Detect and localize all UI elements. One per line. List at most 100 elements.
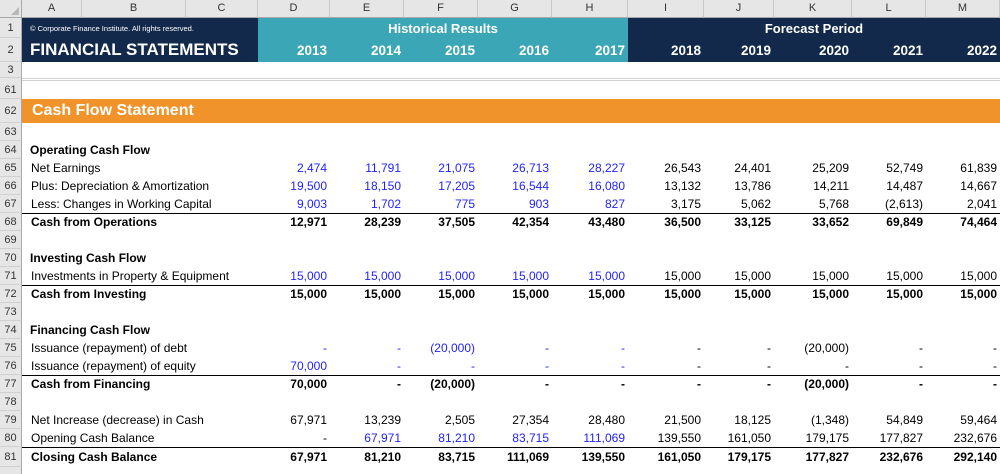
net-earnings-2022[interactable]: 61,839 xyxy=(960,161,997,175)
row-header-82[interactable] xyxy=(0,467,22,474)
column-header-a[interactable]: A xyxy=(22,0,82,18)
closing-cash-balance-2014[interactable]: 81,210 xyxy=(364,450,401,464)
equity-issuance-2013[interactable]: 70,000 xyxy=(290,359,327,373)
column-header-h[interactable]: H xyxy=(552,0,628,18)
row-header-75[interactable]: 75 xyxy=(0,339,22,357)
opening-cash-balance-2021[interactable]: 177,827 xyxy=(879,431,923,445)
row-header-2[interactable]: 2 xyxy=(0,38,22,62)
cash-from-operations-2022[interactable]: 74,464 xyxy=(960,215,997,229)
cash-from-operations-2020[interactable]: 33,652 xyxy=(812,215,849,229)
cash-from-financing-2013[interactable]: 70,000 xyxy=(290,377,327,391)
closing-cash-balance-2016[interactable]: 111,069 xyxy=(506,450,549,464)
column-header-g[interactable]: G xyxy=(478,0,552,18)
column-header-l[interactable]: L xyxy=(852,0,926,18)
row-header-66[interactable]: 66 xyxy=(0,177,22,195)
investments-ppe-2016[interactable]: 15,000 xyxy=(512,269,549,283)
row-header-1[interactable]: 1 xyxy=(0,18,22,38)
row-header-71[interactable]: 71 xyxy=(0,267,22,285)
equity-issuance-2017[interactable]: - xyxy=(621,359,625,373)
net-earnings-2017[interactable]: 28,227 xyxy=(588,161,625,175)
equity-issuance-2022[interactable]: - xyxy=(993,359,997,373)
net-increase-cash-2018[interactable]: 21,500 xyxy=(664,413,701,427)
net-earnings-2021[interactable]: 52,749 xyxy=(886,161,923,175)
equity-issuance-2021[interactable]: - xyxy=(919,359,923,373)
net-increase-cash-2019[interactable]: 18,125 xyxy=(734,413,771,427)
equity-issuance-2015[interactable]: - xyxy=(471,359,475,373)
row-header-3[interactable]: 3 xyxy=(0,62,22,78)
cash-from-investing-2022[interactable]: 15,000 xyxy=(960,287,997,301)
depreciation-amortization-2019[interactable]: 13,786 xyxy=(734,179,771,193)
equity-issuance-2018[interactable]: - xyxy=(697,359,701,373)
investments-ppe-2015[interactable]: 15,000 xyxy=(438,269,475,283)
depreciation-amortization-2017[interactable]: 16,080 xyxy=(588,179,625,193)
cash-from-financing-2020[interactable]: (20,000) xyxy=(804,377,849,391)
debt-issuance-2022[interactable]: - xyxy=(993,341,997,355)
opening-cash-balance-2017[interactable]: 111,069 xyxy=(583,431,625,445)
changes-working-capital-2020[interactable]: 5,768 xyxy=(818,197,849,211)
investments-ppe-2013[interactable]: 15,000 xyxy=(290,269,327,283)
debt-issuance-2019[interactable]: - xyxy=(767,341,771,355)
cash-from-operations-2014[interactable]: 28,239 xyxy=(364,215,401,229)
cash-from-investing-2013[interactable]: 15,000 xyxy=(290,287,327,301)
row-header-67[interactable]: 67 xyxy=(0,195,22,213)
depreciation-amortization-2016[interactable]: 16,544 xyxy=(512,179,549,193)
cash-from-financing-2019[interactable]: - xyxy=(767,377,771,391)
closing-cash-balance-2020[interactable]: 177,827 xyxy=(805,450,849,464)
cash-from-operations-2013[interactable]: 12,971 xyxy=(290,215,327,229)
equity-issuance-2020[interactable]: - xyxy=(845,359,849,373)
changes-working-capital-2021[interactable]: (2,613) xyxy=(884,197,923,211)
net-earnings-2019[interactable]: 24,401 xyxy=(734,161,771,175)
net-increase-cash-2022[interactable]: 59,464 xyxy=(960,413,997,427)
net-increase-cash-2021[interactable]: 54,849 xyxy=(886,413,923,427)
net-earnings-2018[interactable]: 26,543 xyxy=(664,161,701,175)
depreciation-amortization-2018[interactable]: 13,132 xyxy=(664,179,701,193)
closing-cash-balance-2017[interactable]: 139,550 xyxy=(581,450,625,464)
column-header-b[interactable]: B xyxy=(82,0,186,18)
cash-from-financing-2018[interactable]: - xyxy=(697,377,701,391)
changes-working-capital-2017[interactable]: 827 xyxy=(604,197,625,211)
row-header-80[interactable]: 80 xyxy=(0,429,22,447)
closing-cash-balance-2021[interactable]: 232,676 xyxy=(879,450,923,464)
net-increase-cash-2020[interactable]: (1,348) xyxy=(810,413,849,427)
cash-from-investing-2020[interactable]: 15,000 xyxy=(812,287,849,301)
cash-from-investing-2021[interactable]: 15,000 xyxy=(886,287,923,301)
cash-from-operations-2021[interactable]: 69,849 xyxy=(886,215,923,229)
net-earnings-2015[interactable]: 21,075 xyxy=(438,161,475,175)
cash-from-operations-2019[interactable]: 33,125 xyxy=(734,215,771,229)
row-header-69[interactable]: 69 xyxy=(0,231,22,249)
row-header-70[interactable]: 70 xyxy=(0,249,22,267)
row-header-63[interactable]: 63 xyxy=(0,123,22,141)
row-header-78[interactable]: 78 xyxy=(0,393,22,411)
cash-from-investing-2018[interactable]: 15,000 xyxy=(664,287,701,301)
investments-ppe-2022[interactable]: 15,000 xyxy=(960,269,997,283)
column-header-c[interactable]: C xyxy=(186,0,258,18)
net-earnings-2016[interactable]: 26,713 xyxy=(512,161,549,175)
cash-from-financing-2016[interactable]: - xyxy=(545,377,549,391)
cash-from-investing-2016[interactable]: 15,000 xyxy=(512,287,549,301)
row-header-79[interactable]: 79 xyxy=(0,411,22,429)
net-increase-cash-2016[interactable]: 27,354 xyxy=(512,413,549,427)
debt-issuance-2018[interactable]: - xyxy=(697,341,701,355)
column-header-m[interactable]: M xyxy=(926,0,1000,18)
debt-issuance-2015[interactable]: (20,000) xyxy=(430,341,475,355)
column-header-d[interactable]: D xyxy=(258,0,330,18)
closing-cash-balance-2019[interactable]: 179,175 xyxy=(727,450,771,464)
investments-ppe-2019[interactable]: 15,000 xyxy=(734,269,771,283)
investments-ppe-2020[interactable]: 15,000 xyxy=(812,269,849,283)
cash-from-operations-2017[interactable]: 43,480 xyxy=(588,215,625,229)
opening-cash-balance-2019[interactable]: 161,050 xyxy=(727,431,771,445)
changes-working-capital-2016[interactable]: 903 xyxy=(528,197,549,211)
row-header-81[interactable]: 81 xyxy=(0,447,22,467)
cash-from-financing-2017[interactable]: - xyxy=(621,377,625,391)
net-increase-cash-2014[interactable]: 13,239 xyxy=(364,413,401,427)
net-earnings-2020[interactable]: 25,209 xyxy=(812,161,849,175)
changes-working-capital-2015[interactable]: 775 xyxy=(454,197,475,211)
depreciation-amortization-2022[interactable]: 14,667 xyxy=(960,179,997,193)
cash-from-investing-2014[interactable]: 15,000 xyxy=(364,287,401,301)
opening-cash-balance-2020[interactable]: 179,175 xyxy=(805,431,849,445)
row-header-76[interactable]: 76 xyxy=(0,357,22,375)
changes-working-capital-2013[interactable]: 9,003 xyxy=(296,197,327,211)
closing-cash-balance-2018[interactable]: 161,050 xyxy=(657,450,701,464)
net-earnings-2013[interactable]: 2,474 xyxy=(296,161,327,175)
row-header-68[interactable]: 68 xyxy=(0,213,22,231)
